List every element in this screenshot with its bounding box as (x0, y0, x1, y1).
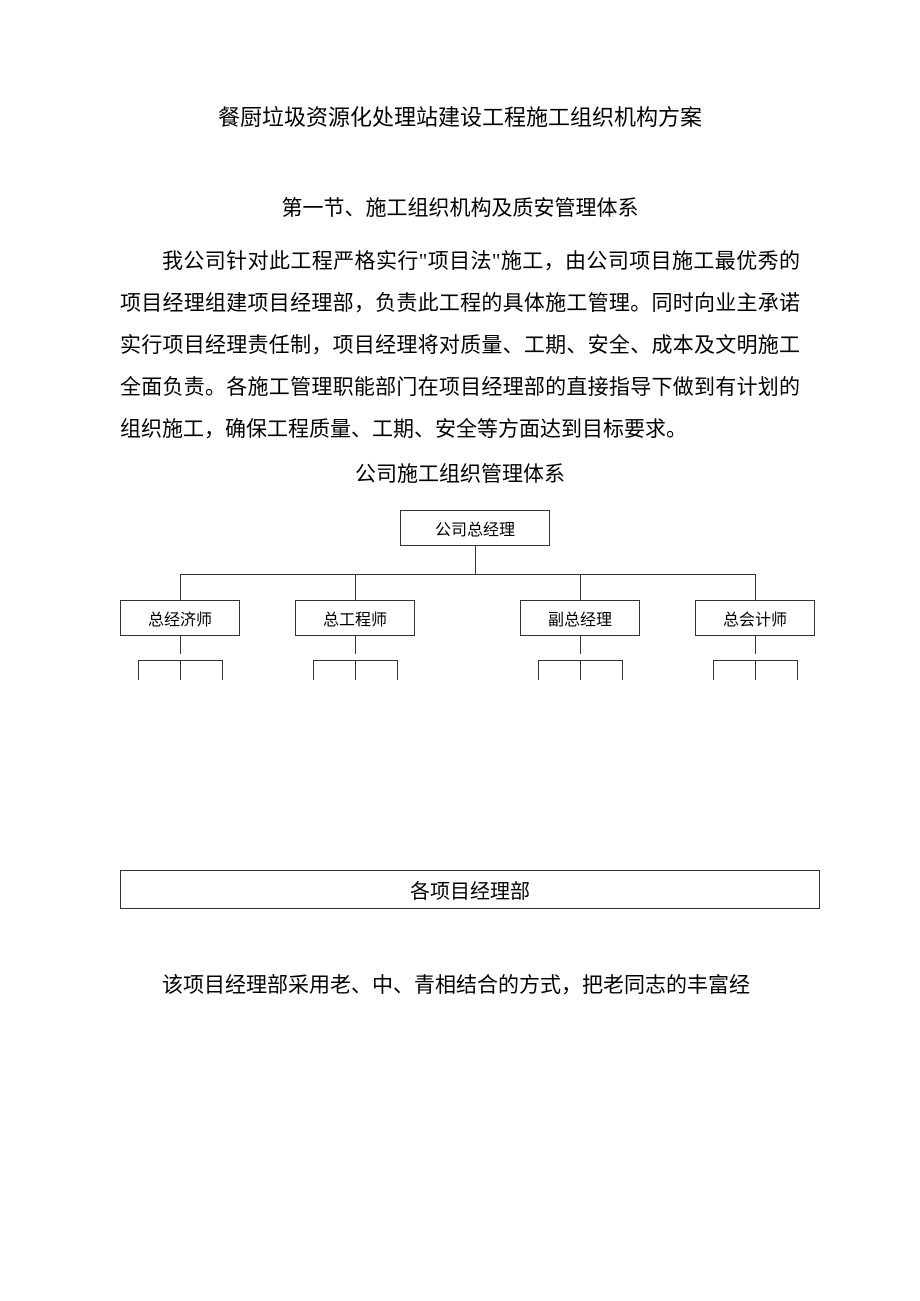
connector-line (180, 574, 181, 600)
connector-line (313, 660, 314, 680)
connector-line (580, 660, 581, 680)
connector-line (622, 660, 623, 680)
connector-line (222, 660, 223, 680)
org-level2-box-3: 总会计师 (695, 600, 815, 636)
connector-line (580, 636, 581, 654)
org-level2-box-1: 总工程师 (295, 600, 415, 636)
connector-line (713, 660, 714, 680)
connector-line (180, 660, 181, 680)
connector-line (755, 636, 756, 654)
section-heading: 第一节、施工组织机构及质安管理体系 (120, 192, 800, 222)
connector-line (397, 660, 398, 680)
connector-line (580, 574, 581, 600)
org-chart-title: 公司施工组织管理体系 (120, 458, 800, 488)
connector-line (475, 546, 476, 574)
connector-line (180, 574, 755, 575)
connector-line (180, 636, 181, 654)
org-level2-box-0: 总经济师 (120, 600, 240, 636)
connector-line (355, 636, 356, 654)
connector-line (355, 574, 356, 600)
org-root-box: 公司总经理 (400, 510, 550, 546)
intro-paragraph: 我公司针对此工程严格实行"项目法"施工，由公司项目施工最优秀的项目经理组建项目经… (120, 240, 800, 450)
connector-line (138, 660, 139, 680)
org-level2-box-2: 副总经理 (520, 600, 640, 636)
document-title: 餐厨垃圾资源化处理站建设工程施工组织机构方案 (120, 100, 800, 132)
org-chart: 公司总经理总经济师 总工程师 副总经理 总会计师 (120, 510, 820, 710)
connector-line (355, 660, 356, 680)
connector-line (755, 574, 756, 600)
project-dept-box: 各项目经理部 (120, 870, 820, 909)
connector-line (538, 660, 539, 680)
closing-paragraph: 该项目经理部采用老、中、青相结合的方式，把老同志的丰富经 (120, 964, 800, 1006)
connector-line (755, 660, 756, 680)
connector-line (797, 660, 798, 680)
